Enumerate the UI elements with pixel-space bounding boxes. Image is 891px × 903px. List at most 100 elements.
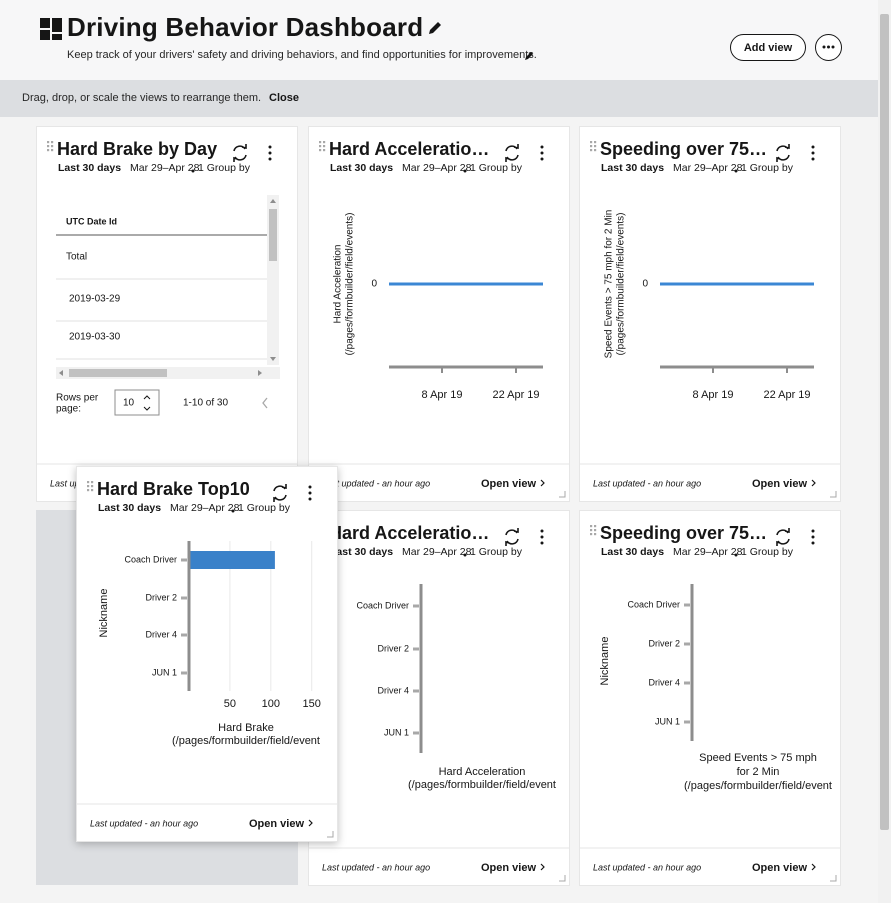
menu-dot bbox=[308, 491, 312, 495]
resize-corner[interactable] bbox=[830, 875, 837, 882]
period: Last 30 days bbox=[601, 162, 664, 174]
separator-dot bbox=[463, 553, 467, 557]
x-tick-label: 22 Apr 19 bbox=[763, 389, 810, 401]
add-view-button[interactable]: Add view bbox=[730, 34, 806, 61]
refresh-icon[interactable] bbox=[776, 144, 790, 162]
menu-dot bbox=[811, 535, 815, 539]
v-scrollbar-thumb[interactable] bbox=[269, 209, 277, 261]
open-view[interactable]: Open view bbox=[481, 862, 536, 874]
handle-dot bbox=[594, 529, 597, 532]
y-tick-label: Driver 4 bbox=[377, 685, 409, 695]
rows-per-page-label: Rows per bbox=[56, 393, 99, 404]
handle-dot bbox=[87, 489, 90, 492]
dashboard-subtitle: Keep track of your drivers' safety and d… bbox=[67, 49, 537, 61]
view-card[interactable]: Hard Acceleratio… Last 30 days Mar 29–Apr … bbox=[308, 126, 570, 502]
x-axis-label: (/pages/formbuilder/field/event bbox=[408, 779, 556, 791]
handle-dot bbox=[51, 145, 54, 148]
rearrange-banner: Drag, drop, or scale the views to rearra… bbox=[0, 80, 878, 117]
handle-dot bbox=[590, 141, 593, 144]
close-button[interactable]: Close bbox=[269, 92, 299, 104]
view-card[interactable]: Speeding over 75… Last 30 days Mar 29–Apr … bbox=[579, 126, 841, 502]
menu-dot bbox=[811, 151, 815, 155]
handle-dot bbox=[51, 141, 54, 144]
handle-dot bbox=[91, 481, 94, 484]
open-view[interactable]: Open view bbox=[752, 478, 807, 490]
resize-corner[interactable] bbox=[559, 491, 566, 498]
y-tick-label: JUN 1 bbox=[384, 727, 409, 737]
y-tick bbox=[413, 647, 419, 651]
handle-dot bbox=[87, 481, 90, 484]
edit-title-icon[interactable] bbox=[427, 20, 443, 36]
h-scrollbar-thumb[interactable] bbox=[69, 369, 167, 377]
h-scroll-left[interactable] bbox=[59, 370, 63, 376]
y-tick-label: Coach Driver bbox=[627, 599, 680, 609]
view-card[interactable]: Speeding over 75… Last 30 days Mar 29–Apr … bbox=[579, 510, 841, 886]
overflow-menu[interactable] bbox=[540, 529, 544, 545]
drag-handle[interactable] bbox=[590, 525, 597, 536]
open-view[interactable]: Open view bbox=[249, 818, 304, 830]
menu-dot bbox=[811, 529, 815, 533]
menu-dot bbox=[811, 541, 815, 545]
y-tick-label: JUN 1 bbox=[152, 667, 177, 677]
y-tick-label: 0 bbox=[371, 279, 377, 290]
group-by: 1 Group by bbox=[470, 162, 523, 174]
y-axis-label-line: (/pages/formbuilder/field/events) bbox=[616, 213, 627, 356]
period: Last 30 days bbox=[330, 546, 393, 558]
view-card[interactable]: Hard Brake Top10 Last 30 days Mar 29–Apr 2… bbox=[76, 466, 338, 842]
separator-dot bbox=[734, 169, 738, 173]
y-tick bbox=[413, 689, 419, 693]
overflow-menu[interactable] bbox=[811, 529, 815, 545]
view-card[interactable]: Hard Acceleratio… Last 30 days Mar 29–Apr … bbox=[308, 510, 570, 886]
handle-dot bbox=[590, 525, 593, 528]
drag-handle[interactable] bbox=[590, 141, 597, 152]
rows-per-page-select[interactable] bbox=[114, 389, 160, 416]
y-axis-label: Hard Acceleration (/pages/formbuilder/fie… bbox=[333, 213, 356, 356]
scrollbar-thumb[interactable] bbox=[880, 14, 889, 830]
overflow-menu[interactable] bbox=[308, 485, 312, 501]
open-view-chevron bbox=[811, 863, 816, 871]
handle-dot bbox=[319, 145, 322, 148]
refresh-icon[interactable] bbox=[505, 144, 519, 162]
handle-dot bbox=[47, 145, 50, 148]
v-scroll-up[interactable] bbox=[270, 199, 276, 203]
y-tick-label: Coach Driver bbox=[356, 600, 409, 610]
resize-corner[interactable] bbox=[830, 491, 837, 498]
resize-corner[interactable] bbox=[559, 875, 566, 882]
separator-dot bbox=[231, 509, 235, 513]
select-arrows bbox=[143, 395, 151, 411]
refresh-icon[interactable] bbox=[505, 528, 519, 546]
period: Last 30 days bbox=[601, 546, 664, 558]
overflow-menu[interactable] bbox=[540, 145, 544, 161]
drag-handle[interactable] bbox=[87, 481, 94, 492]
open-view-chevron bbox=[540, 479, 545, 487]
open-view[interactable]: Open view bbox=[752, 862, 807, 874]
refresh-icon[interactable] bbox=[273, 484, 287, 502]
drag-handle[interactable] bbox=[47, 141, 54, 152]
refresh-icon[interactable] bbox=[776, 528, 790, 546]
card-title: Hard Brake by Day bbox=[57, 139, 217, 159]
more-icon bbox=[822, 45, 835, 49]
open-view[interactable]: Open view bbox=[481, 478, 536, 490]
handle-dot bbox=[594, 149, 597, 152]
handle-dot bbox=[594, 141, 597, 144]
prev-page[interactable] bbox=[262, 397, 268, 409]
last-updated: Last updated - an hour ago bbox=[322, 478, 430, 488]
h-scroll-right[interactable] bbox=[258, 370, 262, 376]
x-tick-label: 150 bbox=[303, 698, 321, 710]
card-title: Hard Brake Top10 bbox=[97, 479, 250, 499]
x-axis-label: (/pages/formbuilder/field/event bbox=[684, 780, 832, 792]
card-title: Hard Acceleratio… bbox=[329, 523, 489, 543]
more-button[interactable] bbox=[815, 34, 842, 61]
view-card[interactable]: Hard Brake by Day Last 30 days Mar 29–Apr … bbox=[36, 126, 298, 502]
overflow-menu[interactable] bbox=[268, 145, 272, 161]
drag-handle[interactable] bbox=[319, 141, 326, 152]
overflow-menu[interactable] bbox=[811, 145, 815, 161]
page-info: 1-10 of 30 bbox=[183, 398, 228, 409]
refresh-icon[interactable] bbox=[233, 144, 247, 162]
resize-corner[interactable] bbox=[327, 831, 334, 838]
edit-subtitle-icon[interactable] bbox=[524, 50, 535, 61]
handle-dot bbox=[47, 149, 50, 152]
handle-dot bbox=[319, 141, 322, 144]
y-tick bbox=[181, 596, 187, 600]
v-scroll-down[interactable] bbox=[270, 357, 276, 361]
